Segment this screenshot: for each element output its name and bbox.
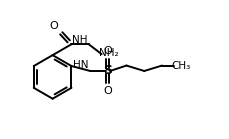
Text: O: O <box>103 46 112 56</box>
Text: NH: NH <box>72 35 88 45</box>
Text: NH₂: NH₂ <box>99 48 119 58</box>
Text: CH₃: CH₃ <box>172 61 191 70</box>
Text: O: O <box>103 86 112 96</box>
Text: O: O <box>50 21 58 31</box>
Text: HN: HN <box>73 60 89 70</box>
Text: S: S <box>103 64 112 77</box>
